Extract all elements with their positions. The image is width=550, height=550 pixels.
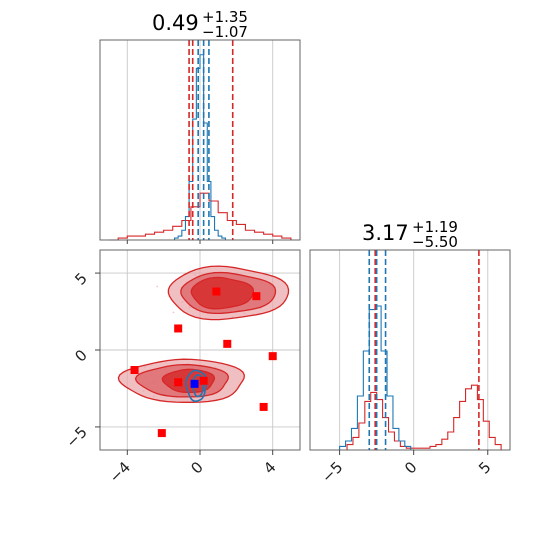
joint-sample-dot (156, 285, 159, 288)
marginal-y-x-tick-label: 5 (475, 458, 494, 477)
marginal-x-red-histogram (109, 192, 292, 241)
marginal-y-x-axis: −5 0 5 (318, 450, 495, 486)
marginal-y-histograms (339, 305, 502, 450)
joint-y-axis: −5 0 5 (62, 269, 100, 451)
marginal-y-x-tick-label: −5 (318, 458, 346, 486)
marginal-y-quantile-lines (368, 250, 480, 450)
joint-contours (117, 265, 290, 403)
joint-red-marker (130, 366, 139, 374)
right-title-minus: −5.50 (412, 233, 458, 251)
joint-y-tick-label: −5 (62, 423, 90, 451)
joint-sample-dot (172, 311, 175, 314)
joint-x-axis: −4 0 4 (106, 450, 280, 486)
joint-red-marker (157, 429, 166, 438)
joint-red-contour-inner (190, 276, 255, 310)
right-title-value: 3.17 (362, 221, 409, 245)
joint-red-marker (199, 376, 208, 385)
marginal-x-grid (126, 40, 274, 244)
joint-markers (130, 287, 277, 438)
joint-panel: −4 0 4 −5 0 5 (62, 249, 301, 486)
joint-x-tick-label: 4 (260, 458, 279, 477)
top-title-plus: +1.35 (202, 8, 248, 26)
joint-red-marker (252, 292, 261, 301)
joint-x-tick-label: 0 (187, 458, 206, 477)
marginal-y-red-histogram (346, 384, 502, 450)
marginal-y-x-tick-label: 0 (401, 458, 420, 477)
marginal-x-panel (99, 39, 301, 244)
joint-red-marker (268, 352, 277, 361)
joint-red-marker (174, 324, 183, 333)
joint-y-tick-label: 5 (71, 269, 90, 288)
marginal-y-frame (309, 249, 511, 451)
joint-red-marker (212, 287, 221, 296)
marginal-y-grid (339, 250, 489, 450)
top-title: 0.49 (152, 11, 199, 35)
marginal-x-histograms (109, 54, 292, 241)
joint-y-tick-label: 0 (71, 346, 90, 365)
joint-red-marker (259, 402, 268, 411)
joint-blue-contour (185, 369, 208, 403)
joint-red-marker (174, 378, 183, 387)
right-title-plus: +1.19 (412, 218, 458, 236)
marginal-x-blue-histogram (173, 54, 227, 240)
marginal-y-panel: −5 0 5 (309, 249, 511, 486)
top-title-value: 0.49 (152, 11, 199, 35)
marginal-x-frame (99, 39, 301, 241)
marginal-x-quantile-lines (188, 40, 234, 240)
joint-red-marker (223, 339, 232, 348)
top-title-minus: −1.07 (202, 23, 248, 41)
joint-blue-marker (190, 379, 199, 388)
right-title: 3.17 (362, 221, 409, 245)
joint-x-tick-label: −4 (106, 458, 134, 486)
